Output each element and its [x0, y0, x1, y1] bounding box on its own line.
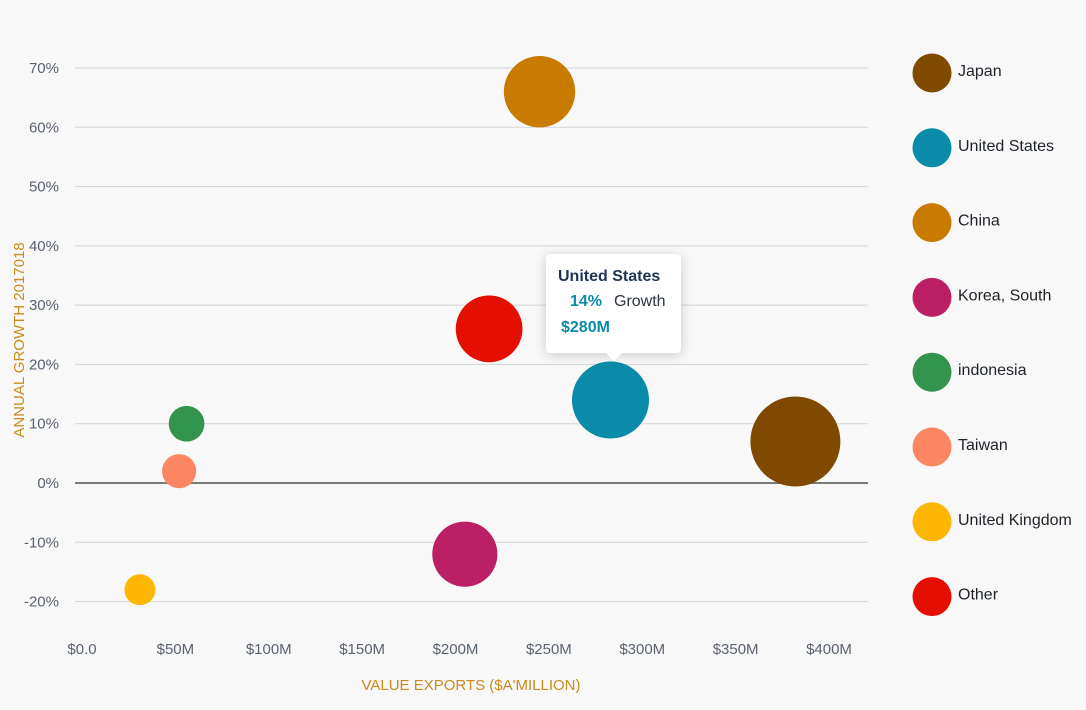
legend-swatch-united-states[interactable] — [912, 128, 952, 168]
x-tick-label: $300M — [619, 641, 665, 658]
x-tick-label: $400M — [806, 641, 852, 658]
tooltip-growth-value: 14% — [570, 293, 603, 310]
x-tick-label: $350M — [713, 641, 759, 658]
y-tick-label: 0% — [37, 475, 59, 492]
legend-swatch-china[interactable] — [912, 203, 952, 243]
x-tick-label: $100M — [246, 641, 292, 658]
tooltip-export-value: $280M — [561, 319, 610, 336]
bubble-korea-south[interactable] — [432, 521, 498, 587]
y-tick-label: 40% — [29, 238, 59, 255]
legend-label-united-states[interactable]: United States — [958, 138, 1054, 155]
legend-swatch-united-kingdom[interactable] — [912, 502, 952, 542]
bubble-united-kingdom[interactable] — [124, 574, 156, 606]
legend-swatch-indonesia[interactable] — [912, 352, 952, 392]
legend-label-united-kingdom[interactable]: United Kingdom — [958, 512, 1072, 529]
legend-label-china[interactable]: China — [958, 213, 1000, 230]
x-tick-label: $0.0 — [67, 641, 96, 658]
x-tick-label: $150M — [339, 641, 385, 658]
y-tick-label: 60% — [29, 119, 59, 136]
legend-swatch-taiwan[interactable] — [912, 427, 952, 467]
legend-swatch-japan[interactable] — [912, 53, 952, 93]
legend-swatch-other[interactable] — [912, 577, 952, 617]
legend-swatch-korea-south[interactable] — [912, 277, 952, 317]
y-tick-label: -10% — [24, 534, 59, 551]
tooltip-title: United States — [558, 268, 661, 285]
y-tick-label: 10% — [29, 416, 59, 433]
bubble-china[interactable] — [503, 56, 576, 128]
y-tick-label: 70% — [29, 60, 59, 77]
bubble-indonesia[interactable] — [168, 405, 205, 442]
tooltip: United States 14% Growth $280M — [546, 254, 681, 361]
legend-label-korea-south[interactable]: Korea, South — [958, 287, 1051, 304]
legend-label-taiwan[interactable]: Taiwan — [958, 437, 1008, 454]
bubble-united-states[interactable] — [571, 361, 650, 439]
bubble-japan[interactable] — [750, 396, 841, 487]
bubble-taiwan[interactable] — [162, 454, 197, 489]
legend-label-indonesia[interactable]: indonesia — [958, 362, 1027, 379]
legend-label-other[interactable]: Other — [958, 587, 999, 604]
bubble-other[interactable] — [455, 295, 523, 363]
x-axis-title: VALUE EXPORTS ($A'MILLION) — [361, 677, 580, 694]
y-tick-label: 20% — [29, 356, 59, 373]
x-tick-label: $200M — [433, 641, 479, 658]
legend-label-japan[interactable]: Japan — [958, 63, 1002, 80]
y-tick-label: -20% — [24, 594, 59, 611]
x-tick-label: $50M — [157, 641, 195, 658]
y-tick-label: 50% — [29, 179, 59, 196]
y-tick-label: 30% — [29, 297, 59, 314]
tooltip-growth-label: Growth — [614, 293, 666, 310]
y-axis-title: ANNUAL GROWTH 2017018 — [11, 242, 28, 437]
x-tick-label: $250M — [526, 641, 572, 658]
